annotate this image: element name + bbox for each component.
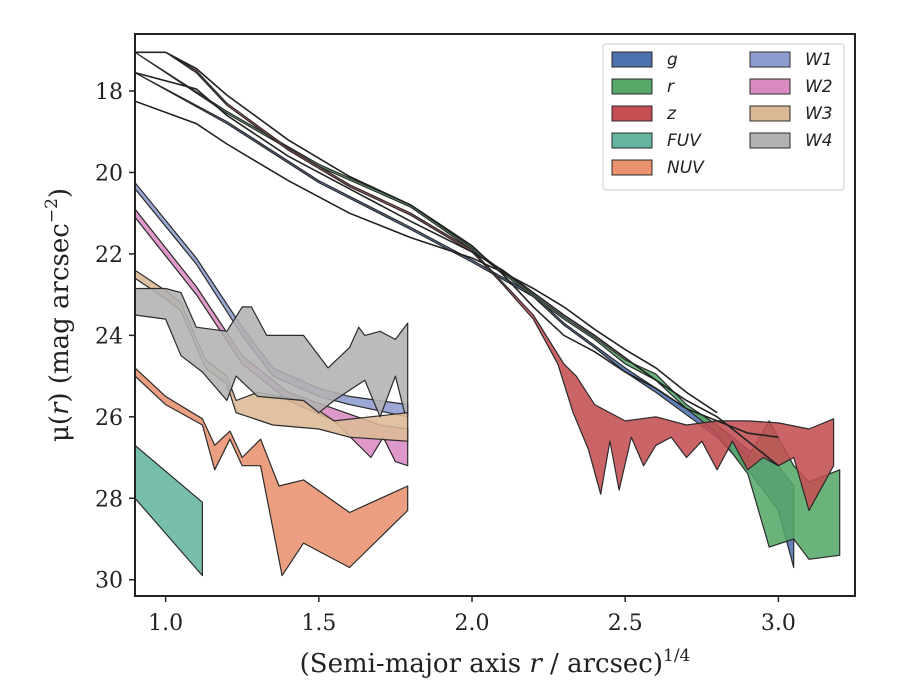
legend-label-z: z	[666, 104, 677, 124]
y-axis-title: μ(r) (mag arcsec−2)	[42, 188, 75, 442]
legend-swatch-z	[611, 105, 653, 122]
legend-label-w3: W3	[805, 104, 833, 124]
y-tick-label: 20	[95, 161, 123, 186]
legend-swatch-nuv	[611, 159, 653, 176]
legend-label-w4: W4	[805, 131, 833, 151]
band-area-w4	[135, 287, 409, 418]
y-tick-label: 28	[95, 487, 123, 512]
legend-swatch-w4	[749, 132, 791, 149]
legend-swatch-w3	[749, 105, 791, 122]
legend-label-g: g	[667, 50, 678, 70]
band-area-nuv	[135, 367, 409, 577]
band-areas	[135, 51, 841, 577]
y-axis-ticks: 18 20 22 24 26 28 30	[95, 80, 135, 594]
x-tick-label: 1.5	[301, 611, 336, 636]
model-line-1	[135, 51, 779, 438]
band-area-r	[135, 51, 841, 560]
model-lines	[135, 51, 779, 467]
y-tick-label: 30	[95, 569, 123, 594]
legend-label-fuv: FUV	[667, 131, 702, 151]
y-tick-label: 24	[95, 324, 123, 349]
x-axis-title: (Semi-major axis r / arcsec)1/4	[300, 646, 691, 679]
legend-swatch-g	[611, 51, 653, 68]
x-tick-label: 1.0	[148, 611, 183, 636]
legend-swatch-fuv	[611, 132, 653, 149]
x-axis-ticks: 1.0 1.5 2.0 2.5 3.0	[148, 596, 796, 636]
y-tick-label: 18	[95, 80, 123, 105]
y-tick-label: 22	[95, 243, 123, 268]
y-tick-label: 26	[95, 406, 123, 431]
legend: grz FUV NUV W1 W2 W3 W4	[602, 43, 845, 191]
legend-label-nuv: NUV	[667, 158, 705, 178]
band-area-fuv	[135, 444, 203, 577]
legend-swatch-w1	[749, 51, 791, 68]
band-area-z	[135, 51, 835, 512]
x-tick-label: 2.0	[455, 611, 490, 636]
model-line-3	[135, 100, 718, 414]
plot-frame	[134, 33, 856, 597]
x-tick-label: 3.0	[761, 611, 796, 636]
legend-label-w2: W2	[805, 77, 833, 97]
legend-label-r: r	[667, 77, 675, 97]
x-tick-label: 2.5	[608, 611, 643, 636]
legend-swatch-w2	[749, 78, 791, 95]
model-line-2	[135, 71, 779, 467]
legend-label-w1: W1	[805, 50, 833, 70]
legend-swatch-r	[611, 78, 653, 95]
